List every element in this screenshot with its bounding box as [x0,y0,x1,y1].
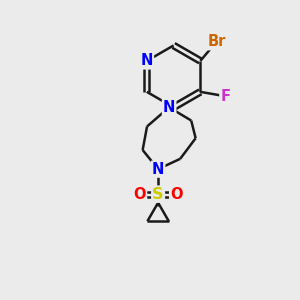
Text: Br: Br [207,34,226,49]
Text: O: O [134,187,146,202]
Text: N: N [152,162,164,177]
Text: N: N [163,100,175,115]
Text: O: O [170,187,183,202]
Text: N: N [141,53,153,68]
Text: F: F [220,89,230,104]
Text: S: S [152,187,164,202]
